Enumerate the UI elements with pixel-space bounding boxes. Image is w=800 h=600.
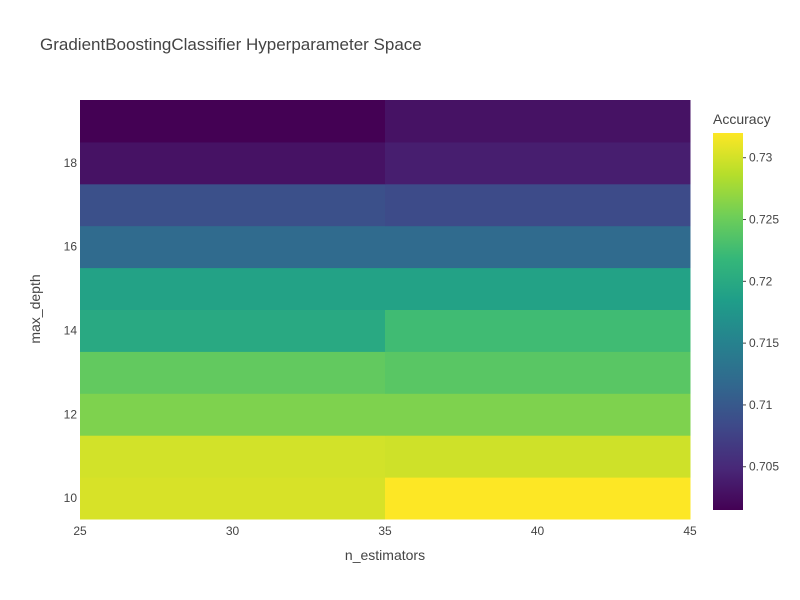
heatmap-cell xyxy=(80,267,386,310)
heatmap-cell xyxy=(80,141,386,185)
heatmap-cell xyxy=(80,309,386,352)
colorbar-ticks: 0.705 0.71 0.715 0.72 0.725 0.73 xyxy=(743,151,779,474)
colorbar-tick-label: 0.725 xyxy=(749,213,779,227)
colorbar xyxy=(713,133,743,510)
y-tick-label: 14 xyxy=(64,323,78,337)
heatmap-cell xyxy=(80,351,386,394)
heatmap-cell xyxy=(385,183,691,227)
chart-title: GradientBoostingClassifier Hyperparamete… xyxy=(40,35,422,54)
heatmap-cell xyxy=(80,435,386,478)
y-tick-label: 16 xyxy=(64,240,78,254)
colorbar-tick-label: 0.705 xyxy=(749,460,779,474)
y-axis-ticks: 10 12 14 16 18 xyxy=(64,156,78,505)
colorbar-tick-label: 0.73 xyxy=(749,151,773,165)
heatmap-cell xyxy=(385,267,691,310)
heatmap-cell xyxy=(80,100,386,143)
colorbar-tick-label: 0.715 xyxy=(749,336,779,350)
x-axis-ticks: 25 30 35 40 45 xyxy=(73,524,697,538)
x-tick-label: 25 xyxy=(73,524,87,538)
y-tick-label: 10 xyxy=(64,491,78,505)
heatmap-cell xyxy=(80,477,386,520)
heatmap-cell xyxy=(385,141,691,185)
y-tick-label: 12 xyxy=(64,407,78,421)
heatmap-cell xyxy=(385,393,691,436)
heatmap-cell xyxy=(80,183,386,227)
heatmap-cell xyxy=(80,225,386,269)
y-tick-label: 18 xyxy=(64,156,78,170)
heatmap-cell xyxy=(385,435,691,478)
heatmap-cell xyxy=(385,309,691,352)
heatmap-cell xyxy=(385,225,691,269)
heatmap-cell xyxy=(385,477,691,520)
heatmap-cells xyxy=(80,100,691,520)
colorbar-tick-label: 0.72 xyxy=(749,274,773,288)
x-tick-label: 30 xyxy=(226,524,240,538)
x-axis-label: n_estimators xyxy=(345,547,425,563)
heatmap-cell xyxy=(80,393,386,436)
colorbar-tick-label: 0.71 xyxy=(749,398,773,412)
y-axis-label: max_depth xyxy=(27,274,43,343)
x-tick-label: 35 xyxy=(378,524,392,538)
x-tick-label: 45 xyxy=(683,524,697,538)
colorbar-title: Accuracy xyxy=(713,111,771,127)
heatmap-cell xyxy=(385,351,691,394)
heatmap-cell xyxy=(385,100,691,143)
x-tick-label: 40 xyxy=(531,524,545,538)
